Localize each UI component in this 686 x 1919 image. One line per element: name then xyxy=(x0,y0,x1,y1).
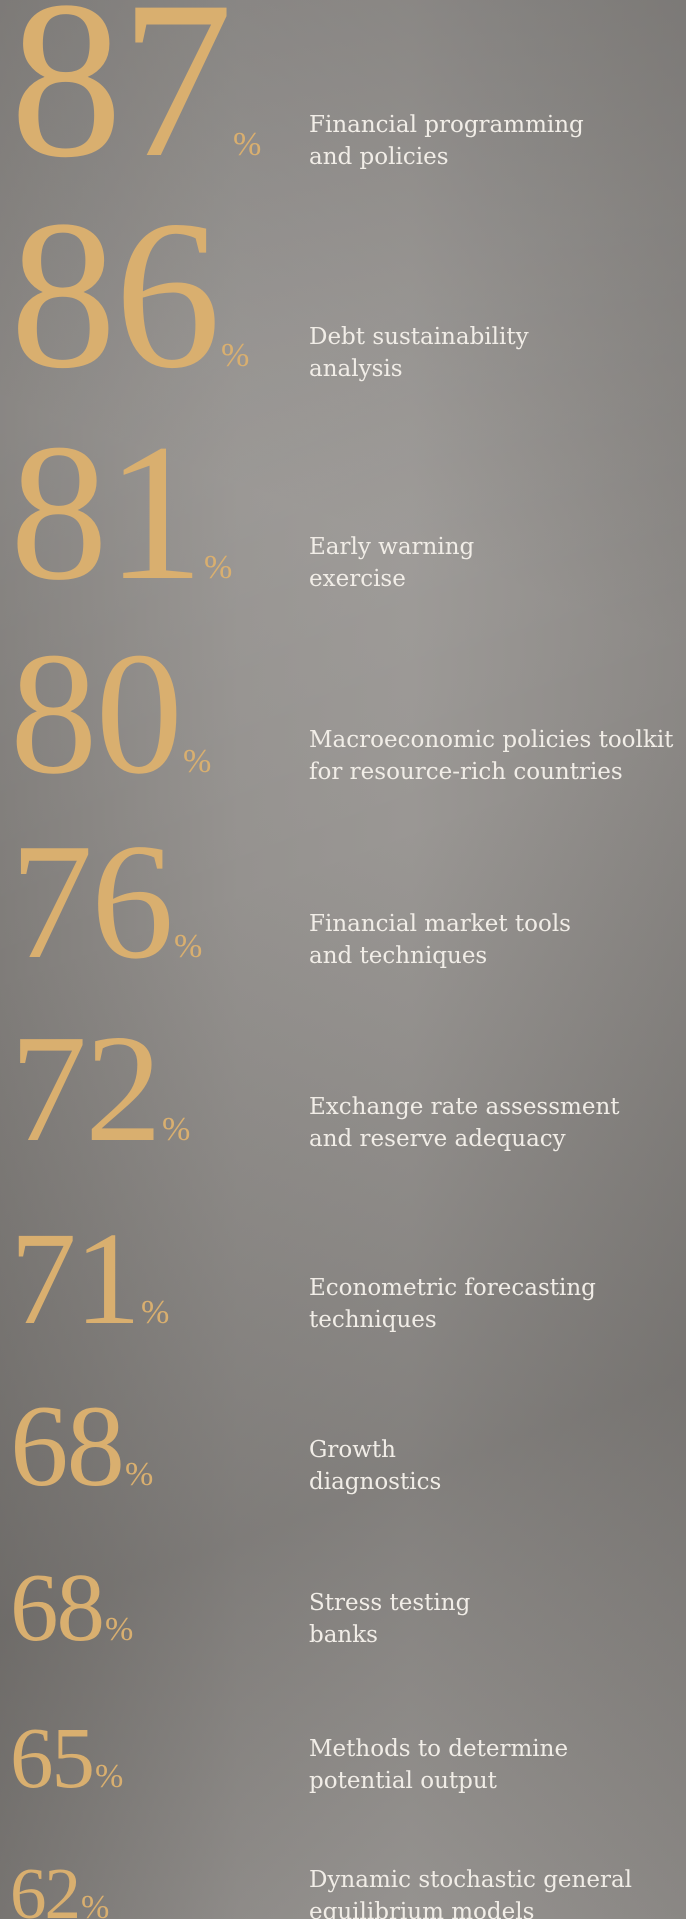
stat-value: 68 xyxy=(10,1381,125,1511)
label-line: Exchange rate assessment xyxy=(309,1094,620,1120)
stat-unit: % xyxy=(204,548,233,586)
label-line: banks xyxy=(309,1622,378,1648)
label-line: and techniques xyxy=(309,943,488,969)
stat-value: 80 xyxy=(10,616,183,811)
stat-unit: % xyxy=(174,928,203,966)
stat-label: Growth diagnostics xyxy=(309,1434,441,1498)
stat-unit: % xyxy=(81,1889,110,1919)
stat-number: 86% xyxy=(10,189,249,402)
stat-unit: % xyxy=(105,1610,134,1648)
stat-unit: % xyxy=(221,337,250,375)
label-line: Early warning xyxy=(309,534,475,560)
label-line: and policies xyxy=(309,144,449,170)
stat-value: 87 xyxy=(10,0,233,204)
label-line: techniques xyxy=(309,1307,437,1333)
label-line: analysis xyxy=(309,356,403,382)
stat-value: 71 xyxy=(10,1203,141,1352)
stat-unit: % xyxy=(141,1293,170,1331)
stat-label: Dynamic stochastic general equilibrium mo… xyxy=(309,1864,632,1919)
stat-label: Early warning exercise xyxy=(309,531,474,595)
label-line: diagnostics xyxy=(309,1469,442,1495)
stat-value: 81 xyxy=(10,403,204,621)
label-line: Econometric forecasting xyxy=(309,1275,596,1301)
stat-label: Financial market tools and techniques xyxy=(309,908,571,972)
stat-number: 71% xyxy=(10,1211,170,1345)
stat-number: 80% xyxy=(10,626,211,801)
stat-unit: % xyxy=(162,1110,191,1148)
stat-value: 65 xyxy=(10,1708,95,1806)
stat-number: 68% xyxy=(10,1559,133,1656)
stat-number: 65% xyxy=(10,1714,123,1801)
stat-label: Methods to determine potential output xyxy=(309,1733,568,1797)
label-line: for resource-rich countries xyxy=(309,759,623,785)
label-line: Macroeconomic policies toolkit xyxy=(309,727,674,753)
stat-value: 68 xyxy=(10,1553,105,1661)
stat-number: 81% xyxy=(10,414,233,611)
stat-value: 62 xyxy=(10,1853,81,1919)
label-line: and reserve adequacy xyxy=(309,1126,566,1152)
stat-label: Exchange rate assessment and reserve adeq… xyxy=(309,1091,620,1155)
stat-number: 76% xyxy=(10,818,202,984)
stat-number: 68% xyxy=(10,1388,153,1505)
stat-number: 62% xyxy=(10,1857,109,1919)
label-line: Growth xyxy=(309,1437,396,1463)
stat-unit: % xyxy=(95,1757,124,1795)
label-line: equilibrium models xyxy=(309,1899,535,1919)
label-line: Dynamic stochastic general xyxy=(309,1867,633,1893)
stat-number: 72% xyxy=(10,1012,190,1166)
label-line: potential output xyxy=(309,1768,497,1794)
stat-value: 76 xyxy=(10,809,174,994)
stat-label: Econometric forecasting techniques xyxy=(309,1272,596,1336)
stat-number: 87% xyxy=(10,0,261,192)
label-line: Stress testing xyxy=(309,1590,471,1616)
stat-value: 72 xyxy=(10,1003,162,1174)
stat-unit: % xyxy=(125,1455,154,1493)
label-line: Debt sustainability xyxy=(309,324,529,350)
stat-label: Stress testing banks xyxy=(309,1587,470,1651)
stat-value: 86 xyxy=(10,177,221,414)
label-line: Financial market tools xyxy=(309,911,571,937)
label-line: exercise xyxy=(309,566,406,592)
label-line: Financial programming xyxy=(309,112,584,138)
stat-unit: % xyxy=(233,125,262,163)
label-line: Methods to determine xyxy=(309,1736,569,1762)
stat-label: Debt sustainability analysis xyxy=(309,321,529,385)
stat-label: Financial programming and policies xyxy=(309,109,584,173)
stat-label: Macroeconomic policies toolkit for resour… xyxy=(309,724,673,788)
stat-unit: % xyxy=(183,743,212,781)
